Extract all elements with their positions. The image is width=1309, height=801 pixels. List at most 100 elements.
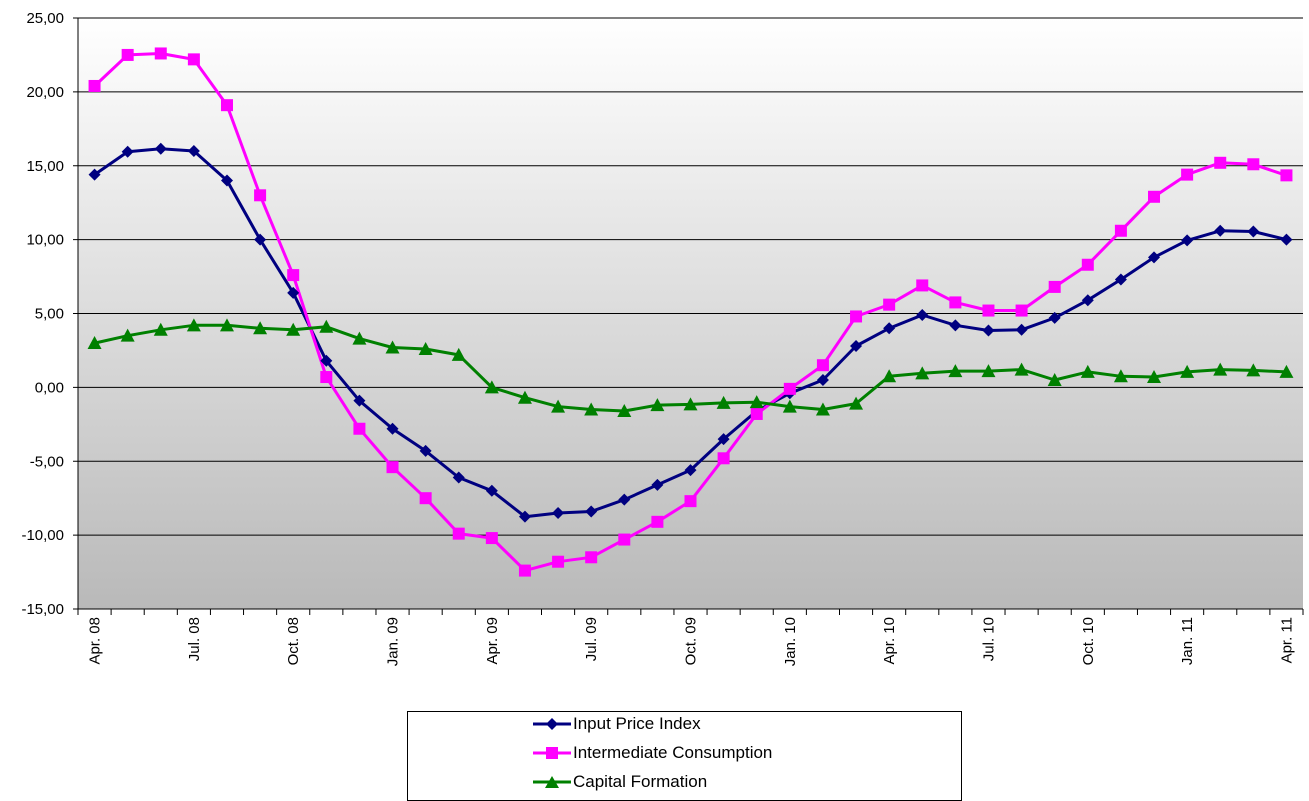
x-tick-label: Jul. 09 [583,617,600,661]
data-point-square [1148,190,1161,203]
data-point-diamond [916,308,929,321]
data-point-diamond [452,471,465,484]
data-point-triangle [219,318,234,332]
data-point-diamond [1247,225,1260,238]
data-point-diamond [386,422,399,435]
legend-label: Capital Formation [573,772,708,791]
data-point-square [320,371,333,384]
data-point-square [88,79,101,92]
legend-label: Input Price Index [573,714,701,733]
data-point-triangle [451,347,466,361]
data-point-diamond [1214,224,1227,237]
data-point-diamond [220,174,233,187]
data-point-triangle [319,319,334,333]
data-point-triangle [352,331,367,345]
data-point-square [949,296,962,309]
data-point-triangle [1246,363,1261,377]
data-point-triangle [186,318,201,332]
data-point-triangle [551,399,566,413]
y-tick-label: -5,00 [30,453,64,470]
data-point-square [1247,158,1260,171]
data-point-diamond [419,444,432,457]
data-point-square [651,515,664,528]
data-point-diamond [1114,273,1127,286]
data-point-square [353,422,366,435]
y-tick-label: 20,00 [26,84,64,101]
data-point-triangle [882,369,897,383]
x-tick-label: Jan. 10 [782,617,799,666]
legend-square-marker-icon [533,747,571,759]
x-tick-label: Apr. 11 [1278,617,1295,663]
y-tick-label: 25,00 [26,10,64,27]
data-point-triangle [418,341,433,355]
data-point-square [287,269,300,282]
data-point-square [187,53,200,66]
data-point-diamond [684,464,697,477]
data-point-square [154,47,167,60]
data-point-diamond [154,142,167,155]
data-point-diamond [254,233,267,246]
y-tick-label: 0,00 [35,379,64,396]
data-point-triangle [385,340,400,354]
data-point-diamond [1148,251,1161,264]
x-tick-label: Oct. 10 [1080,617,1097,665]
data-point-diamond [287,286,300,299]
data-point-diamond [88,168,101,181]
data-point-triangle [253,321,268,335]
data-point-triangle [1014,362,1029,376]
data-point-diamond [187,144,200,157]
legend-item-capital-formation: Capital Formation [533,771,707,793]
data-point-triangle [1180,364,1195,378]
data-point-diamond [552,506,565,519]
data-point-square [883,298,896,311]
x-tick-label: Jan. 09 [385,617,402,666]
data-point-triangle [815,402,830,416]
data-point-square [254,189,267,202]
data-point-square [1048,280,1061,293]
data-point-square [783,382,796,395]
data-point-square [386,461,399,474]
data-point-square [1181,168,1194,181]
x-tick-label: Apr. 08 [87,617,104,665]
y-tick-label: 10,00 [26,232,64,249]
legend-diamond-marker-icon [533,718,571,730]
data-point-triangle [981,364,996,378]
data-point-diamond [1280,233,1293,246]
data-point-diamond [883,322,896,335]
data-point-triangle [584,402,599,416]
data-point-diamond [353,394,366,407]
data-point-diamond [485,484,498,497]
data-point-square [485,532,498,545]
x-tick-label: Apr. 10 [881,617,898,665]
data-point-diamond [320,354,333,367]
data-point-triangle [650,398,665,412]
data-point-diamond [121,145,134,158]
data-point-square [419,492,432,505]
legend-label: Intermediate Consumption [573,743,773,762]
data-point-triangle [1047,372,1062,386]
data-point-triangle [1147,370,1162,384]
x-tick-label: Jul. 10 [980,617,997,661]
data-point-square [717,452,730,465]
data-point-triangle [153,322,168,336]
data-point-square [220,99,233,112]
legend-item-intermediate-consumption: Intermediate Consumption [533,742,772,764]
data-point-square [1114,224,1127,237]
data-point-diamond [816,373,829,386]
data-point-triangle [683,397,698,411]
x-tick-label: Apr. 09 [484,617,501,665]
data-point-square [982,304,995,317]
data-point-square [552,555,565,568]
data-point-diamond [982,324,995,337]
data-point-triangle [517,390,532,404]
data-point-square [916,279,929,292]
data-point-square [1081,258,1094,271]
data-point-triangle [716,395,731,409]
data-point-triangle [87,336,102,350]
y-tick-label: -10,00 [21,527,64,544]
x-tick-label: Oct. 09 [683,617,700,665]
data-point-diamond [717,433,730,446]
data-point-diamond [518,510,531,523]
data-point-square [585,551,598,564]
